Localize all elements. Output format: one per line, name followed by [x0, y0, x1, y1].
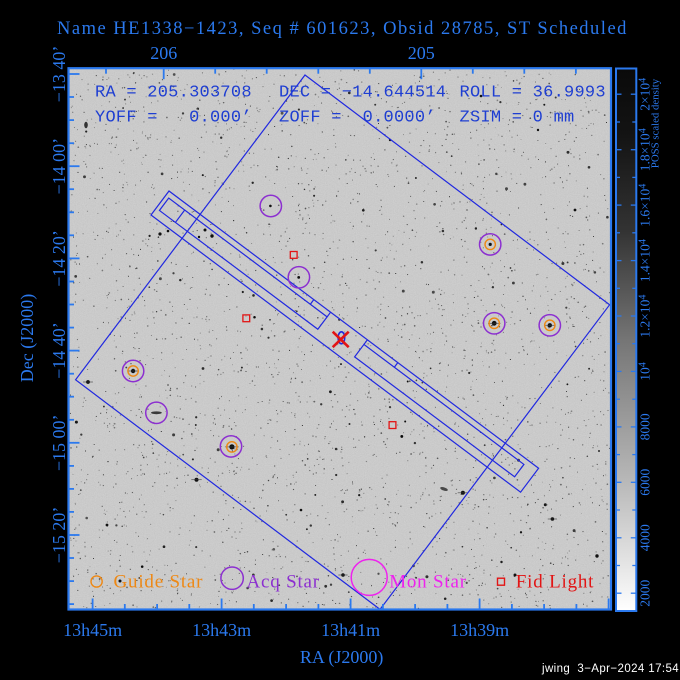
svg-text:ZSIM = 0 mm: ZSIM = 0 mm [460, 109, 575, 128]
svg-text:−13 40’: −13 40’ [49, 46, 69, 103]
svg-text:2×104: 2×104 [637, 78, 652, 111]
svg-text:RA (J2000): RA (J2000) [300, 647, 384, 668]
svg-text:Fid Light: Fid Light [516, 572, 594, 593]
svg-text:8000: 8000 [637, 413, 652, 440]
svg-text:1.2×104: 1.2×104 [637, 295, 652, 338]
svg-text:−15 20’: −15 20’ [49, 507, 69, 564]
svg-text:YOFF = 0.000’: YOFF = 0.000’ [95, 109, 252, 128]
svg-text:Dec (J2000): Dec (J2000) [17, 294, 38, 382]
svg-text:4000: 4000 [637, 524, 652, 551]
svg-text:13h45m: 13h45m [63, 620, 122, 640]
svg-text:DEC = −14.644514: DEC = −14.644514 [279, 84, 446, 103]
svg-text:−15 00’: −15 00’ [49, 414, 69, 471]
svg-text:13h39m: 13h39m [450, 620, 509, 640]
svg-text:RA = 205.303708: RA = 205.303708 [95, 84, 252, 103]
svg-text:ROLL = 36.9993: ROLL = 36.9993 [460, 84, 606, 103]
svg-text:POSS scaled density: POSS scaled density [650, 78, 662, 168]
svg-text:−14 20’: −14 20’ [49, 230, 69, 287]
svg-text:6000: 6000 [637, 469, 652, 496]
svg-text:Guide Star: Guide Star [114, 572, 204, 593]
svg-text:13h41m: 13h41m [321, 620, 380, 640]
svg-text:Mon Star: Mon Star [389, 572, 467, 593]
svg-text:2000: 2000 [637, 579, 652, 606]
svg-text:205: 205 [408, 43, 435, 63]
svg-text:−14 00’: −14 00’ [49, 138, 69, 195]
svg-text:ZOFF = 0.0000’: ZOFF = 0.0000’ [279, 109, 436, 128]
svg-text:1.4×104: 1.4×104 [637, 239, 652, 282]
svg-text:1.6×104: 1.6×104 [637, 184, 652, 227]
svg-text:Name HE1338−1423, Seq # 601623: Name HE1338−1423, Seq # 601623, Obsid 28… [57, 19, 628, 39]
svg-text:206: 206 [150, 43, 177, 63]
svg-text:jwing 3−Apr−2024 17:54: jwing 3−Apr−2024 17:54 [541, 663, 679, 675]
svg-text:Acq Star: Acq Star [247, 572, 320, 593]
svg-text:1.8×104: 1.8×104 [637, 128, 652, 171]
svg-text:13h43m: 13h43m [192, 620, 251, 640]
svg-text:−14 40’: −14 40’ [49, 322, 69, 379]
